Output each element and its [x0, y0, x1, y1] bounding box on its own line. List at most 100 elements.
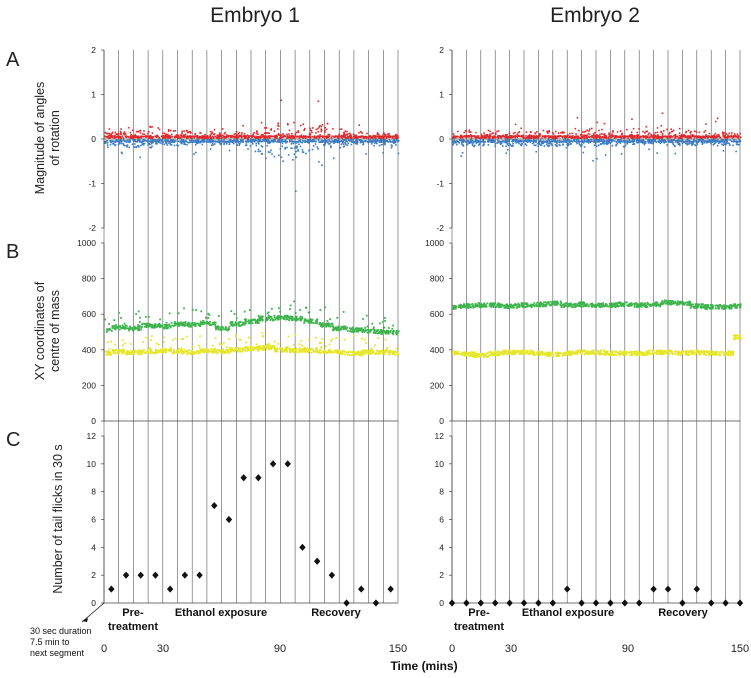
rotation-point [383, 140, 385, 143]
coordinate-point [259, 345, 261, 348]
rotation-point [346, 133, 348, 136]
coordinate-point [151, 324, 154, 326]
rotation-point [565, 141, 568, 144]
rotation-point [337, 136, 339, 139]
rotation-point [288, 135, 290, 137]
coordinate-point [183, 351, 186, 354]
rotation-point [163, 135, 165, 138]
rotation-point [683, 135, 685, 138]
y-label-a: Magnitude of angles of rotation [33, 82, 62, 195]
coordinate-point [191, 352, 194, 355]
rotation-point [561, 135, 564, 138]
coordinate-point [239, 324, 242, 327]
rotation-point [176, 135, 179, 137]
rotation-point [551, 140, 553, 143]
rotation-point [594, 131, 596, 134]
rotation-point [543, 135, 546, 137]
rotation-point [656, 137, 658, 139]
rotation-point [291, 147, 293, 150]
rotation-point [472, 141, 475, 144]
rotation-point [177, 140, 179, 143]
rotation-point [259, 135, 262, 138]
rotation-point [282, 135, 284, 138]
rotation-point [647, 139, 649, 141]
coordinate-point [321, 325, 324, 328]
rotation-point [157, 127, 159, 129]
rotation-point [342, 135, 345, 138]
coordinate-point [188, 324, 191, 326]
rotation-point [558, 141, 561, 144]
rotation-point [578, 129, 580, 132]
coordinate-point [178, 322, 181, 325]
rotation-point [280, 156, 283, 159]
coordinate-point [267, 317, 270, 320]
rotation-point [105, 132, 108, 135]
rotation-point [574, 135, 576, 138]
rotation-point [129, 137, 132, 139]
rotation-point [546, 130, 548, 133]
rotation-point [145, 140, 148, 142]
rotation-point [733, 140, 736, 142]
coordinate-point [184, 321, 187, 323]
rotation-point [735, 140, 738, 142]
rotation-point [736, 133, 739, 136]
rotation-point [635, 134, 638, 137]
rotation-point [165, 133, 168, 136]
rotation-point [632, 140, 635, 143]
rotation-point [695, 135, 697, 138]
coordinate-point [125, 327, 128, 330]
rotation-point [713, 136, 716, 138]
coordinate-point [241, 324, 243, 326]
coordinate-point [158, 323, 161, 326]
rotation-point [349, 139, 352, 142]
rotation-point [282, 140, 285, 143]
rotation-point [141, 143, 144, 146]
rotation-point [586, 134, 589, 137]
coordinate-point [149, 339, 152, 342]
coordinate-point [242, 347, 245, 350]
rotation-point [704, 129, 707, 132]
coordinate-point [180, 323, 183, 326]
rotation-point [338, 141, 341, 144]
coordinate-point [295, 315, 298, 318]
rotation-point [531, 142, 534, 145]
rotation-point [483, 142, 485, 144]
coordinate-point [205, 316, 207, 319]
coordinate-point [163, 341, 165, 344]
rotation-point [366, 136, 369, 138]
rotation-point [527, 139, 529, 142]
rotation-point [212, 133, 215, 136]
rotation-point [575, 133, 577, 135]
coordinate-point [145, 336, 148, 339]
coordinate-point [261, 335, 264, 338]
rotation-point [290, 143, 293, 145]
rotation-point [190, 139, 193, 142]
coordinate-point [131, 328, 134, 331]
rotation-point [596, 139, 598, 142]
rotation-point [169, 129, 172, 132]
rotation-point [689, 132, 692, 134]
rotation-point [111, 132, 114, 134]
rotation-point [361, 132, 363, 134]
rotation-point [550, 139, 552, 141]
rotation-point [108, 132, 111, 135]
rotation-point [621, 135, 624, 138]
rotation-point [702, 142, 704, 144]
rotation-point [471, 144, 474, 147]
coordinate-point [227, 327, 230, 330]
rotation-point [708, 140, 710, 143]
rotation-point [120, 136, 123, 138]
coordinate-point [303, 319, 306, 322]
rotation-point [318, 160, 320, 163]
coordinate-point [229, 348, 231, 350]
rotation-point [150, 146, 152, 149]
rotation-point [166, 144, 169, 146]
rotation-point [147, 130, 150, 133]
rotation-point [254, 150, 257, 153]
coordinate-point [261, 319, 264, 322]
rotation-point [242, 124, 244, 127]
coordinate-point [163, 325, 166, 328]
coordinate-point [346, 326, 349, 329]
rotation-point [496, 142, 498, 144]
coordinate-point [226, 329, 229, 332]
